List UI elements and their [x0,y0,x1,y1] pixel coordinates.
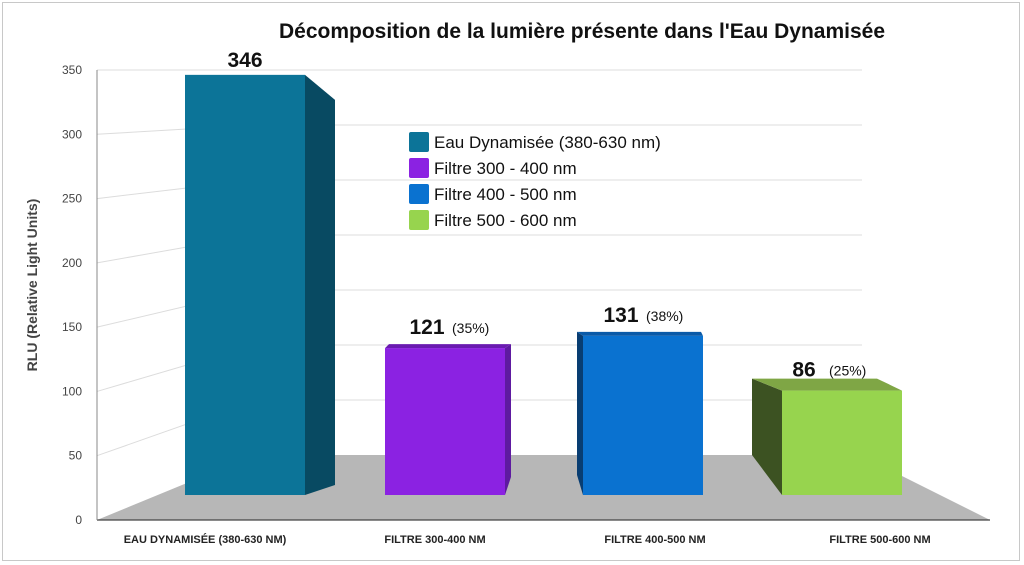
legend-swatch [409,132,429,152]
legend-entry: Eau Dynamisée (380-630 nm) [434,133,661,152]
x-tick-label: FILTRE 500-600 NM [829,534,930,546]
axes: 0 50 100 150 200 250 300 350 [62,63,98,527]
bar-side [505,344,511,495]
x-tick-label: FILTRE 400-500 NM [604,534,705,546]
bar [185,74,305,495]
legend-entry: Filtre 300 - 400 nm [434,159,577,178]
bar [385,348,505,495]
y-tick-label: 0 [75,513,82,527]
bars [185,74,902,495]
percent-label: (25%) [829,363,866,379]
y-tick-label: 100 [62,384,82,398]
bar [782,390,902,495]
data-label: 131 [603,304,638,327]
legend-entry: Filtre 400 - 500 nm [434,185,577,204]
bar-side [752,378,782,495]
bar-side [305,74,335,495]
y-axis-label: RLU (Relative Light Units) [24,199,40,372]
data-label: 86 [792,359,815,382]
value-labels: 346 EAU DYNAMISÉE (380-630 NM) 121 (35%) FIL… [124,49,931,546]
legend-swatch [409,210,429,230]
y-tick-label: 250 [62,192,82,206]
x-tick-label: FILTRE 300-400 NM [384,534,485,546]
bar [583,335,703,495]
y-tick-label: 300 [62,127,82,141]
x-tick-label: EAU DYNAMISÉE (380-630 NM) [124,533,287,546]
y-tick-label: 350 [62,63,82,77]
bar-top [752,378,902,391]
chart-title: Décomposition de la lumière présente dan… [279,20,885,43]
bar-side [577,331,583,495]
y-tick-label: 50 [69,449,83,463]
legend-swatch [409,184,429,204]
data-label: 346 [227,49,262,72]
data-label: 121 [409,316,444,339]
bar-top [385,344,511,349]
legend: Eau Dynamisée (380-630 nm) Filtre 300 - 4… [409,132,661,230]
percent-label: (35%) [452,320,489,336]
y-tick-label: 150 [62,320,82,334]
percent-label: (38%) [646,308,683,324]
y-tick-label: 200 [62,256,82,270]
bar-top [577,331,703,336]
legend-entry: Filtre 500 - 600 nm [434,211,577,230]
legend-swatch [409,158,429,178]
